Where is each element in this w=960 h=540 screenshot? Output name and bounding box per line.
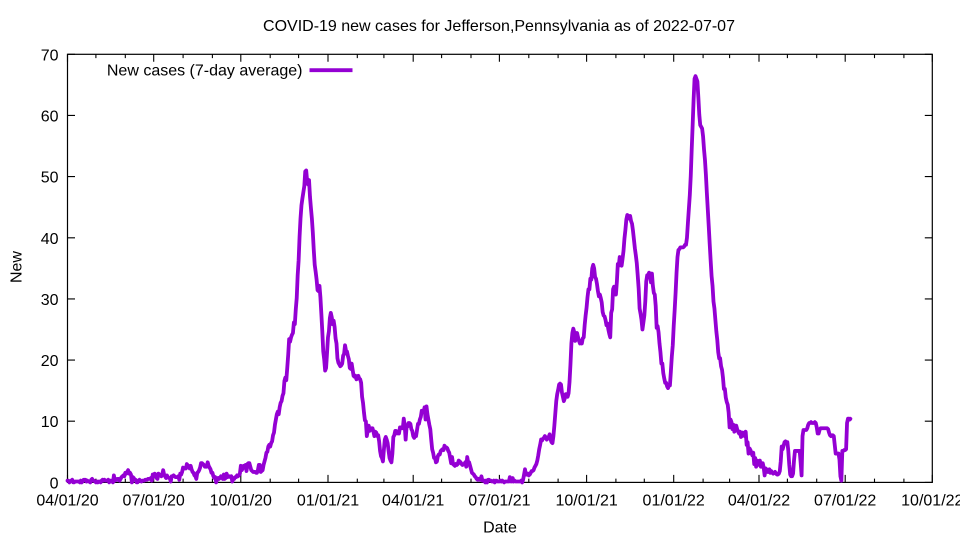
svg-text:Date: Date [483, 520, 517, 537]
svg-text:20: 20 [41, 353, 59, 370]
svg-text:40: 40 [41, 231, 59, 248]
svg-text:10/01/20: 10/01/20 [210, 493, 272, 510]
svg-text:10: 10 [41, 414, 59, 431]
svg-text:70: 70 [41, 47, 59, 64]
svg-text:0: 0 [50, 475, 59, 492]
svg-text:04/01/21: 04/01/21 [382, 493, 444, 510]
svg-text:04/01/22: 04/01/22 [728, 493, 790, 510]
svg-text:10/01/22: 10/01/22 [901, 493, 960, 510]
svg-text:04/01/20: 04/01/20 [36, 493, 98, 510]
svg-text:60: 60 [41, 108, 59, 125]
svg-text:New: New [9, 251, 26, 283]
svg-text:01/01/22: 01/01/22 [643, 493, 705, 510]
svg-text:COVID-19 new cases for Jeffers: COVID-19 new cases for Jefferson,Pennsyl… [263, 18, 735, 35]
svg-text:50: 50 [41, 170, 59, 187]
svg-text:07/01/22: 07/01/22 [814, 493, 876, 510]
svg-text:07/01/20: 07/01/20 [123, 493, 185, 510]
svg-text:30: 30 [41, 292, 59, 309]
svg-text:07/01/21: 07/01/21 [468, 493, 530, 510]
svg-text:01/01/21: 01/01/21 [297, 493, 359, 510]
svg-text:New cases (7-day average): New cases (7-day average) [107, 63, 303, 80]
svg-text:10/01/21: 10/01/21 [555, 493, 617, 510]
